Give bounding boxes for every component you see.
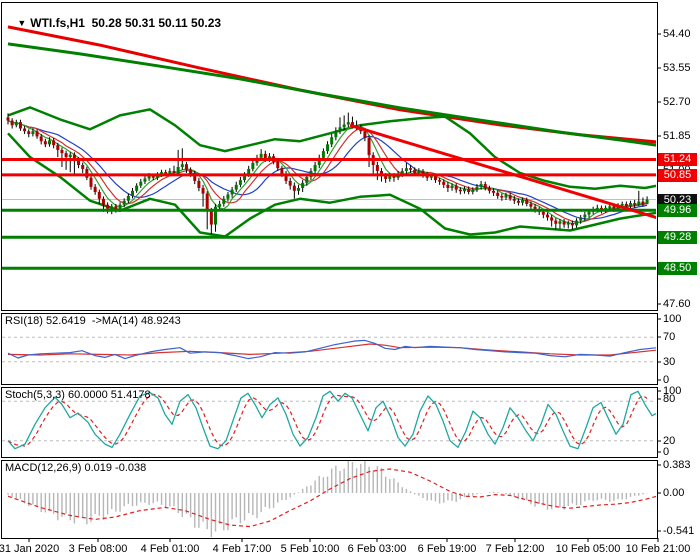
main-chart-panel (2, 25, 656, 270)
rsi-indicator-label: RSI(18) 52.6419 ->MA(14) 48.9243 (5, 315, 181, 327)
stoch-panel (2, 390, 656, 450)
price-level-badge: 49.96 (658, 204, 697, 217)
band-upper-green (7, 106, 656, 191)
rsi-scale-label: 70 (663, 331, 676, 343)
alligator-jaw-line (7, 119, 648, 220)
time-axis-label: 4 Feb 01:00 (140, 543, 200, 555)
rsi-scale-label: 0 (663, 374, 670, 386)
price-axis-label: 54.40 (663, 28, 691, 40)
rsi-scale-label: 100 (663, 313, 682, 325)
rsi-ma-line (7, 343, 656, 356)
rsi-panel (2, 336, 656, 363)
macd-signal-line (7, 468, 656, 528)
current-price-badge: 50.23 (658, 194, 697, 207)
price-axis-label: 47.60 (663, 298, 691, 310)
macd-indicator-label: MACD(12,26,9) 0.019 -0.038 (5, 462, 147, 474)
alligator-lips-line (7, 119, 648, 225)
macd-panel (7, 461, 656, 537)
macd-scale-label: 0.00 (663, 487, 685, 499)
time-axis-label: 4 Feb 17:00 (212, 543, 272, 555)
stoch-indicator-label: Stoch(5,3,3) 60.0000 51.4178 (5, 389, 151, 401)
stoch-k-line (7, 390, 656, 450)
time-axis-label: 6 Feb 19:00 (417, 543, 477, 555)
descending-trendline (349, 123, 656, 219)
symbol-dropdown-icon[interactable]: ▼ (17, 18, 27, 28)
time-axis-label: 7 Feb 12:00 (485, 543, 545, 555)
price-axis-label: 52.70 (663, 96, 691, 108)
chart-title: WTI.fs,H1 50.28 50.31 50.11 50.23 (30, 16, 222, 30)
ma-red-slow (7, 25, 656, 144)
stoch-scale-label: 80 (663, 393, 676, 405)
stoch-d-line (7, 393, 648, 447)
chart-title-bar: ▼ WTI.fs,H1 50.28 50.31 50.11 50.23 (4, 4, 221, 43)
ma-green-slow (7, 42, 656, 147)
time-axis-label: 6 Feb 03:00 (347, 543, 407, 555)
time-axis-label: 10 Feb 21:00 (625, 543, 691, 555)
macd-histogram (7, 461, 648, 537)
macd-scale-label: 0.383 (663, 459, 691, 471)
alligator-teeth-line (7, 119, 648, 223)
time-axis-label: 10 Feb 05:00 (555, 543, 621, 555)
price-level-badge: 48.50 (658, 262, 697, 275)
price-axis-label: 51.85 (663, 130, 691, 142)
stoch-scale-label: 100 (663, 385, 682, 397)
price-axis-label: 53.55 (663, 62, 691, 74)
rsi-scale-label: 30 (663, 356, 676, 368)
macd-scale-label: -0.541 (663, 525, 695, 537)
price-level-badge: 51.24 (658, 153, 697, 166)
time-axis-label: 5 Feb 10:00 (280, 543, 340, 555)
price-level-badge: 49.28 (658, 231, 697, 244)
time-axis-label: 3 Feb 08:00 (68, 543, 128, 555)
time-axis-label: 31 Jan 2020 (0, 543, 60, 555)
rsi-line (7, 339, 656, 360)
stoch-scale-label: 0 (663, 446, 670, 458)
stoch-scale-label: 20 (663, 435, 676, 447)
band-lower-green (7, 132, 656, 238)
price-level-badge: 50.85 (658, 169, 697, 182)
